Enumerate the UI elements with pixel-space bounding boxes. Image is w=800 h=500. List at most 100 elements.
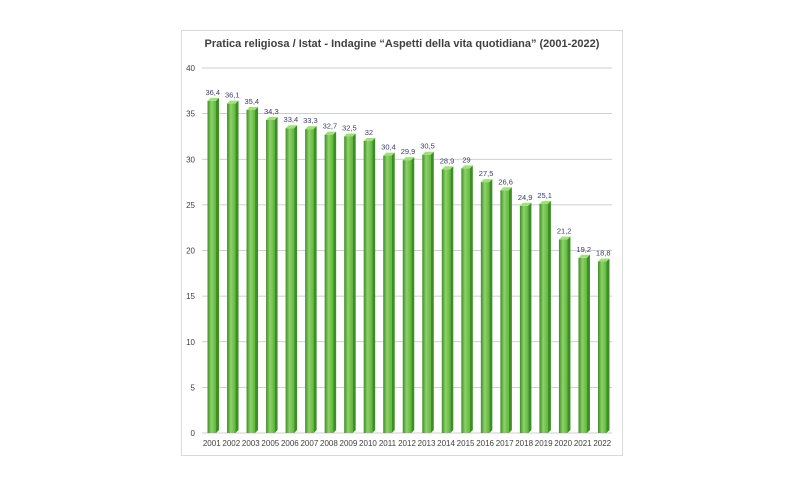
x-tick-label: 2010: [359, 439, 377, 448]
bar-body: [285, 128, 295, 433]
bar: [519, 202, 532, 433]
bar-side: [450, 166, 454, 433]
bar-body: [266, 120, 275, 433]
x-tick-label: 2013: [418, 439, 436, 448]
x-tick-label: 2005: [261, 439, 279, 448]
y-tick-label: 35: [186, 110, 195, 119]
bar: [500, 187, 512, 433]
bar-side: [567, 236, 571, 433]
bar: [422, 151, 434, 433]
bar: [539, 200, 551, 433]
x-tick-label: 2020: [554, 439, 572, 448]
x-tick-label: 2002: [222, 439, 240, 448]
data-label: 30,5: [420, 142, 435, 151]
bar-top: [500, 187, 512, 191]
bar: [266, 117, 278, 433]
bar-body: [227, 103, 236, 434]
bar-side: [313, 126, 317, 433]
bar-body: [246, 109, 256, 433]
y-tick-label: 25: [186, 201, 195, 210]
bar-top: [305, 126, 317, 130]
bar-side: [372, 138, 376, 433]
bar-body: [402, 160, 412, 433]
bar-side: [274, 117, 278, 433]
bar-top: [539, 200, 551, 204]
bar-side: [430, 151, 434, 433]
bar-top: [246, 106, 259, 110]
x-tick-label: 2015: [457, 439, 475, 448]
data-label: 26,6: [498, 177, 513, 186]
y-tick-label: 10: [186, 338, 195, 347]
bar-top: [578, 254, 590, 258]
bar-body: [422, 154, 431, 433]
bar-top: [480, 179, 493, 183]
bar-side: [391, 152, 395, 433]
bar-top: [597, 258, 610, 262]
bar-top: [461, 165, 473, 169]
data-label: 33,4: [284, 115, 299, 124]
x-tick-label: 2003: [242, 439, 260, 448]
bar-side: [216, 97, 220, 433]
x-tick-label: 2017: [496, 439, 514, 448]
x-tick-label: 2007: [300, 439, 318, 448]
bar: [363, 138, 376, 433]
y-axis-ticks: 0 5 10 15 20 25 30 35 40: [186, 64, 195, 438]
bar: [383, 152, 395, 433]
data-label: 21,2: [557, 227, 572, 236]
data-label: 36,1: [225, 91, 240, 100]
bar-side: [294, 125, 298, 433]
bar-side: [489, 179, 493, 433]
y-tick-label: 0: [191, 429, 196, 438]
bar-side: [333, 131, 337, 434]
bar-top: [422, 151, 434, 155]
bar-side: [255, 106, 259, 433]
bar-side: [508, 187, 512, 433]
bar-body: [305, 129, 314, 433]
bar: [246, 106, 259, 433]
bar-side: [235, 100, 239, 434]
data-label: 19,2: [576, 245, 591, 254]
x-axis-ticks: 2001 2002 2003 2005 2006 2007 2008 2009 2010 2011…: [203, 439, 612, 448]
bar-side: [547, 200, 551, 433]
bar-body: [383, 155, 392, 433]
bar-body: [207, 100, 217, 433]
bar-body: [324, 134, 334, 434]
data-labels: 36,4 36,1 35,4 34,3 33,4 33,3 32,7 32,5 32 30,4 29…: [205, 88, 610, 258]
bar-top: [266, 117, 278, 121]
bar-body: [519, 205, 529, 433]
bar-top: [363, 138, 376, 141]
bar-body: [539, 203, 548, 433]
bar: [324, 131, 337, 434]
bar-top: [227, 100, 239, 104]
bar-top: [383, 152, 395, 156]
bar-side: [586, 254, 590, 433]
y-tick-label: 40: [186, 64, 195, 73]
bar-body: [480, 182, 490, 433]
data-label: 36,4: [205, 88, 220, 97]
data-label: 34,3: [264, 107, 279, 116]
y-tick-label: 5: [191, 383, 196, 392]
data-label: 18,8: [596, 248, 611, 257]
bar: [578, 254, 590, 433]
data-label: 32,5: [342, 123, 357, 132]
bar-top: [441, 166, 454, 170]
bar: [344, 133, 356, 433]
x-tick-label: 2012: [398, 439, 416, 448]
bar-body: [578, 257, 587, 433]
bar-top: [402, 157, 415, 161]
x-tick-label: 2016: [476, 439, 494, 448]
data-label: 30,4: [381, 143, 396, 152]
bar: [285, 125, 298, 433]
data-label: 29: [462, 155, 470, 164]
x-tick-label: 2021: [574, 439, 592, 448]
bar-side: [606, 258, 610, 433]
x-tick-label: 2022: [593, 439, 611, 448]
bar: [461, 165, 473, 433]
x-tick-label: 2006: [281, 439, 299, 448]
bar: [305, 126, 317, 433]
bar-body: [441, 169, 451, 433]
bar: [227, 100, 239, 434]
bar-side: [411, 157, 415, 433]
bar-body: [558, 239, 568, 433]
